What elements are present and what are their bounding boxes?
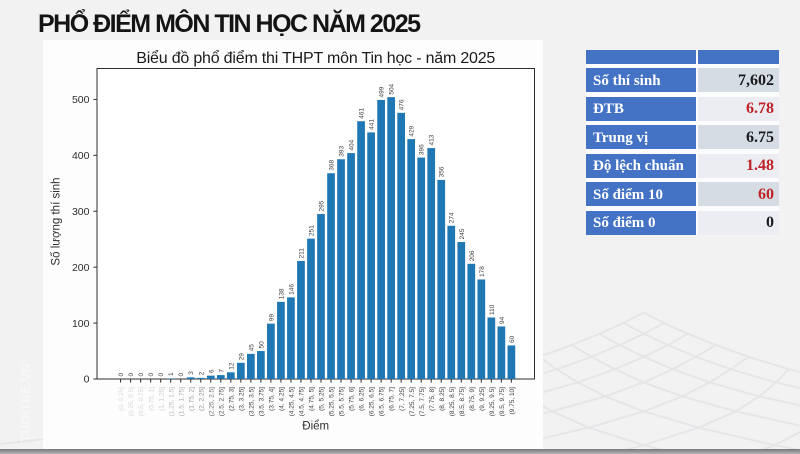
svg-text:Biểu đồ phổ điểm thi THPT môn: Biểu đồ phổ điểm thi THPT môn Tin học - … — [136, 49, 495, 67]
svg-text:(6.5, 6.75]: (6.5, 6.75] — [379, 387, 386, 416]
svg-text:0: 0 — [178, 373, 185, 377]
svg-text:146: 146 — [288, 284, 295, 295]
svg-text:404: 404 — [349, 139, 356, 150]
svg-text:Số lượng thí sinh: Số lượng thí sinh — [51, 177, 63, 265]
svg-text:(4.75, 5]: (4.75, 5] — [309, 387, 316, 411]
svg-text:504: 504 — [389, 83, 396, 94]
svg-text:7: 7 — [218, 369, 225, 373]
svg-text:(4, 4.25]: (4, 4.25] — [279, 387, 286, 411]
svg-text:393: 393 — [339, 146, 346, 157]
svg-text:(8.25, 8.5]: (8.25, 8.5] — [449, 387, 456, 416]
svg-text:(3.75, 4]: (3.75, 4] — [269, 387, 276, 411]
svg-text:110: 110 — [489, 304, 496, 315]
svg-text:0: 0 — [84, 374, 90, 386]
svg-text:(3.25, 3.5]: (3.25, 3.5] — [248, 387, 255, 416]
svg-text:211: 211 — [298, 248, 305, 259]
svg-text:138: 138 — [278, 288, 285, 299]
svg-text:(4.5, 4.75]: (4.5, 4.75] — [299, 387, 306, 416]
svg-text:60: 60 — [509, 335, 516, 343]
svg-text:0: 0 — [138, 373, 145, 377]
svg-text:(6, 6.25]: (6, 6.25] — [359, 387, 366, 411]
svg-text:50: 50 — [258, 341, 265, 349]
svg-text:TUOITRE.VN: TUOITRE.VN — [18, 363, 33, 442]
svg-text:499: 499 — [379, 86, 386, 97]
svg-text:200: 200 — [72, 262, 90, 274]
svg-text:400: 400 — [72, 150, 90, 162]
svg-text:(4.25, 4.5]: (4.25, 4.5] — [289, 387, 296, 416]
svg-text:(6.25, 6.5]: (6.25, 6.5] — [369, 387, 376, 416]
svg-text:Điểm: Điểm — [302, 421, 329, 433]
svg-text:(6.75, 7]: (6.75, 7] — [389, 387, 396, 411]
svg-text:429: 429 — [409, 125, 416, 136]
svg-text:1: 1 — [168, 372, 175, 376]
svg-text:45: 45 — [248, 344, 255, 352]
svg-text:(3.5, 3.75]: (3.5, 3.75] — [258, 387, 265, 416]
svg-text:368: 368 — [329, 159, 336, 170]
svg-text:3: 3 — [188, 371, 195, 375]
svg-text:(2.75, 3]: (2.75, 3] — [228, 387, 235, 411]
svg-text:274: 274 — [449, 212, 456, 223]
svg-text:(3, 3.25]: (3, 3.25] — [238, 387, 245, 411]
svg-text:(5.25, 5.5]: (5.25, 5.5] — [329, 387, 336, 416]
svg-text:(9.75, 10]: (9.75, 10] — [509, 387, 516, 415]
svg-text:0: 0 — [148, 373, 155, 377]
svg-text:0: 0 — [158, 373, 165, 377]
svg-text:178: 178 — [479, 266, 486, 277]
svg-text:(5, 5.25]: (5, 5.25] — [319, 387, 326, 411]
svg-text:476: 476 — [399, 99, 406, 110]
svg-text:461: 461 — [359, 107, 366, 118]
svg-text:251: 251 — [308, 225, 315, 236]
svg-text:99: 99 — [268, 314, 275, 322]
svg-text:(7.75, 8]: (7.75, 8] — [429, 387, 436, 411]
svg-text:6: 6 — [208, 369, 215, 373]
svg-text:(8.5, 8.75]: (8.5, 8.75] — [459, 387, 466, 416]
svg-text:(7, 7.25]: (7, 7.25] — [399, 387, 406, 411]
svg-text:2: 2 — [198, 371, 205, 375]
svg-text:0: 0 — [128, 373, 135, 377]
svg-text:300: 300 — [72, 206, 90, 218]
svg-text:29: 29 — [238, 353, 245, 361]
svg-text:(8.75, 9]: (8.75, 9] — [469, 387, 476, 411]
svg-text:396: 396 — [419, 144, 426, 155]
svg-text:245: 245 — [459, 228, 466, 239]
svg-text:12: 12 — [228, 362, 235, 370]
svg-text:100: 100 — [72, 318, 90, 330]
svg-text:94: 94 — [499, 316, 506, 324]
svg-text:(9.25, 9.5]: (9.25, 9.5] — [489, 387, 496, 416]
svg-text:(5.75, 6]: (5.75, 6] — [349, 387, 356, 411]
svg-text:(9.5, 9.75]: (9.5, 9.75] — [499, 387, 506, 416]
svg-text:0: 0 — [118, 373, 125, 377]
svg-text:206: 206 — [469, 250, 476, 261]
svg-text:(8, 8.25]: (8, 8.25] — [439, 387, 446, 411]
svg-text:413: 413 — [429, 134, 436, 145]
svg-text:(5.5, 5.75]: (5.5, 5.75] — [339, 387, 346, 416]
svg-text:441: 441 — [369, 119, 376, 130]
svg-text:(7.5, 7.75]: (7.5, 7.75] — [419, 387, 426, 416]
svg-text:(9, 9.25]: (9, 9.25] — [479, 387, 486, 411]
svg-text:356: 356 — [439, 166, 446, 177]
svg-text:295: 295 — [319, 200, 326, 211]
svg-text:500: 500 — [72, 94, 90, 106]
svg-text:(7.25, 7.5]: (7.25, 7.5] — [409, 387, 416, 416]
